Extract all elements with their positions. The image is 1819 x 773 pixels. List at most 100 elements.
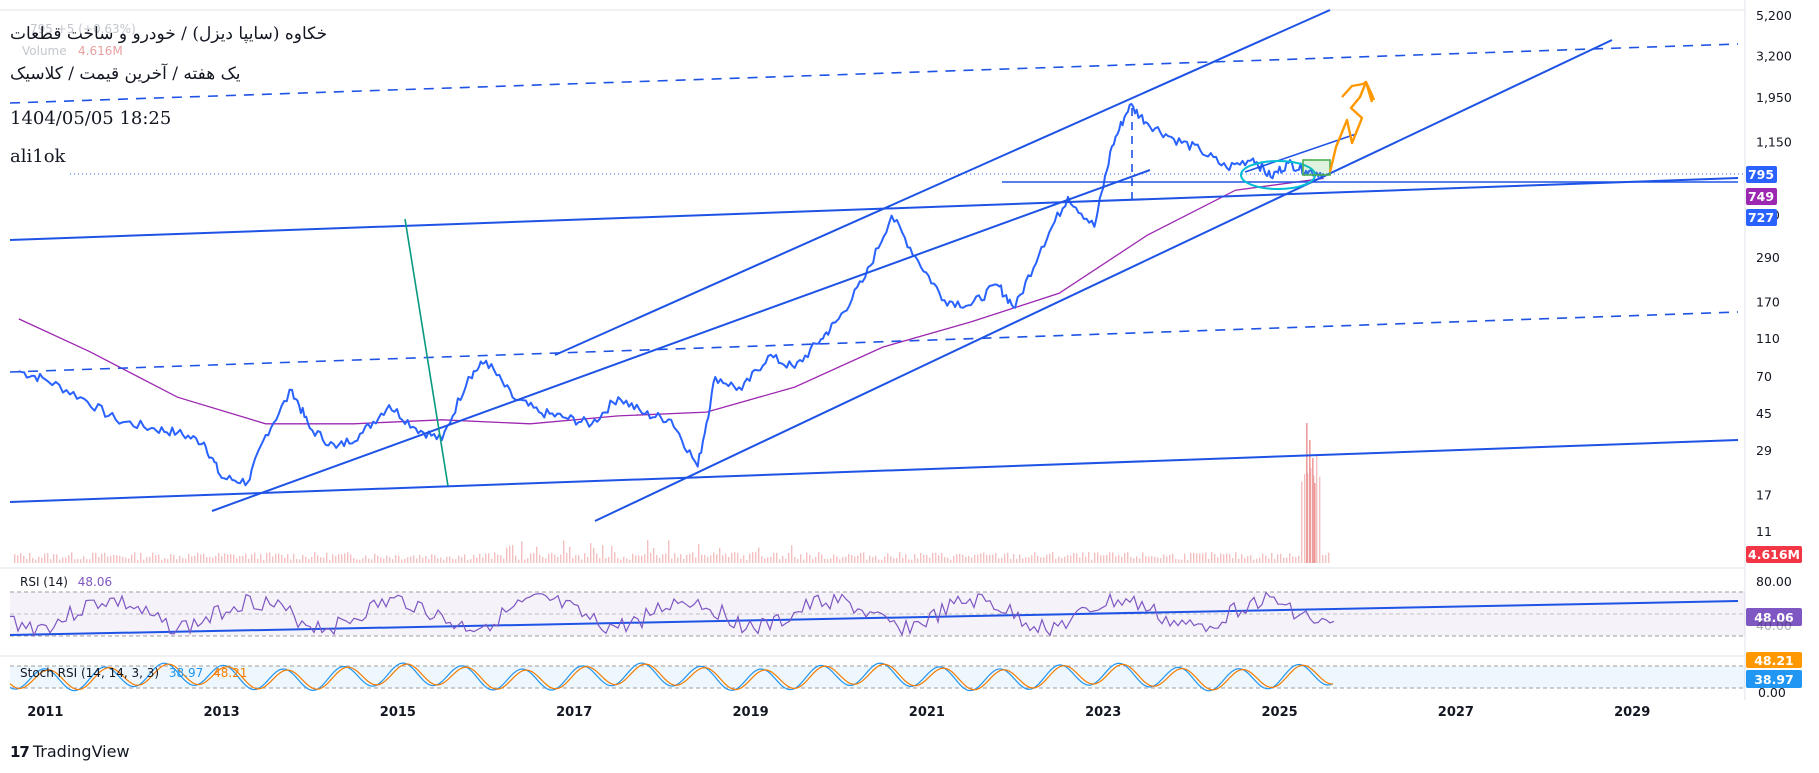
volume-bar <box>545 558 547 563</box>
volume-bar <box>923 554 925 563</box>
volume-bar <box>653 547 655 563</box>
channel-bottom-line[interactable] <box>211 169 1151 512</box>
volume-bar <box>695 557 697 563</box>
projection-arrow-head <box>1341 80 1376 101</box>
volume-bar <box>1169 554 1171 563</box>
volume-bar <box>1067 555 1069 563</box>
volume-bar <box>431 554 433 563</box>
volume-bar <box>815 557 817 563</box>
volume-bar <box>803 559 805 563</box>
rsi-trend-line[interactable] <box>9 600 1739 636</box>
x-tick-label: 2027 <box>1438 705 1474 720</box>
volume-bar <box>368 558 370 563</box>
volume-bar <box>905 554 907 563</box>
volume-bar <box>467 559 469 563</box>
volume-bar <box>1322 554 1324 563</box>
channel-bottom-line-2[interactable] <box>594 39 1613 522</box>
tradingview-logo[interactable]: 17 TradingView <box>10 742 130 761</box>
volume-bar <box>1295 557 1297 563</box>
volume-bar <box>734 552 736 563</box>
x-tick-label: 2023 <box>1085 705 1121 720</box>
volume-bar <box>629 559 631 563</box>
green-measure-line[interactable] <box>404 218 449 487</box>
y-tick-label: 29 <box>1756 443 1772 458</box>
volume-bar <box>83 556 85 563</box>
volume-bar <box>503 558 505 563</box>
volume-bar <box>824 558 826 563</box>
stoch-legend[interactable]: Stoch RSI (14, 14, 3, 3) 38.97 48.21 <box>20 666 247 680</box>
volume-bar <box>62 557 64 563</box>
volume-bar <box>446 556 448 563</box>
y-tick-label: 110 <box>1756 331 1780 346</box>
volume-bar <box>332 554 334 563</box>
x-tick-label: 2015 <box>380 705 416 720</box>
volume-bar <box>1319 476 1321 563</box>
volume-bar <box>104 552 106 563</box>
stoch-d-line[interactable] <box>9 663 1334 691</box>
rsi-line[interactable] <box>9 591 1335 638</box>
volume-bar <box>1202 553 1204 563</box>
volume-bar <box>1277 554 1279 563</box>
volume-bar <box>521 541 523 563</box>
volume-bar <box>1283 557 1285 563</box>
price-line[interactable] <box>18 102 1325 487</box>
volume-bar <box>50 559 52 563</box>
volume-bar <box>152 552 154 563</box>
volume-bar <box>59 559 61 563</box>
volume-bar <box>1314 483 1316 563</box>
volume-bar <box>428 559 430 563</box>
volume-bar <box>107 556 109 563</box>
badge-support-text: 727 <box>1748 210 1774 225</box>
tradingview-brand: TradingView <box>32 742 130 761</box>
volume-bar <box>1187 559 1189 563</box>
volume-bar <box>365 555 367 563</box>
volume-bar <box>1265 555 1267 563</box>
stoch-k-line[interactable] <box>9 662 1334 692</box>
volume-bar <box>1304 474 1306 563</box>
volume-bar <box>485 553 487 563</box>
volume-bar <box>1112 552 1114 563</box>
volume-bar <box>443 559 445 563</box>
rsi-legend[interactable]: RSI (14) 48.06 <box>20 575 112 589</box>
volume-bar <box>617 558 619 563</box>
tradingview-logo-icon: 17 <box>10 742 30 761</box>
volume-bar <box>392 559 394 563</box>
badge-stoch-k: 38.97 <box>1746 670 1802 688</box>
volume-bar <box>710 555 712 563</box>
volume-bar <box>56 554 58 563</box>
volume-bar <box>479 553 481 563</box>
volume-bar <box>140 553 142 563</box>
volume-bar <box>1016 558 1018 563</box>
green-box[interactable] <box>1302 159 1331 176</box>
volume-bar <box>386 555 388 563</box>
neckline[interactable] <box>9 177 1739 241</box>
volume-bar <box>950 559 952 563</box>
volume-bar <box>1091 559 1093 563</box>
channel-top-line[interactable] <box>554 9 1331 356</box>
dashed-upper-line[interactable] <box>9 43 1739 104</box>
volume-bar <box>1097 552 1099 563</box>
badge-last-price-text: 795 <box>1748 167 1774 182</box>
long-support-line[interactable] <box>9 439 1739 503</box>
volume-bar <box>680 554 682 563</box>
volume-bar <box>590 543 592 563</box>
volume-bar <box>98 556 100 563</box>
volume-bar <box>326 552 328 563</box>
volume-bar <box>1190 552 1192 563</box>
volume-bar <box>434 555 436 563</box>
volume-bar <box>704 554 706 563</box>
volume-bar <box>1142 552 1144 563</box>
volume-bar <box>857 555 859 563</box>
ma-line[interactable] <box>18 177 1324 425</box>
volume-bar <box>668 540 670 563</box>
volume-bar <box>1115 556 1117 563</box>
volume-bar <box>1085 556 1087 563</box>
volume-bar <box>320 557 322 563</box>
volume-bar <box>1022 558 1024 563</box>
rsi-legend-label: RSI (14) <box>20 575 68 589</box>
volume-bar <box>746 559 748 563</box>
volume-bar <box>659 557 661 563</box>
dashed-mid-line[interactable] <box>9 311 1739 373</box>
projection-arrow[interactable] <box>1328 80 1374 173</box>
